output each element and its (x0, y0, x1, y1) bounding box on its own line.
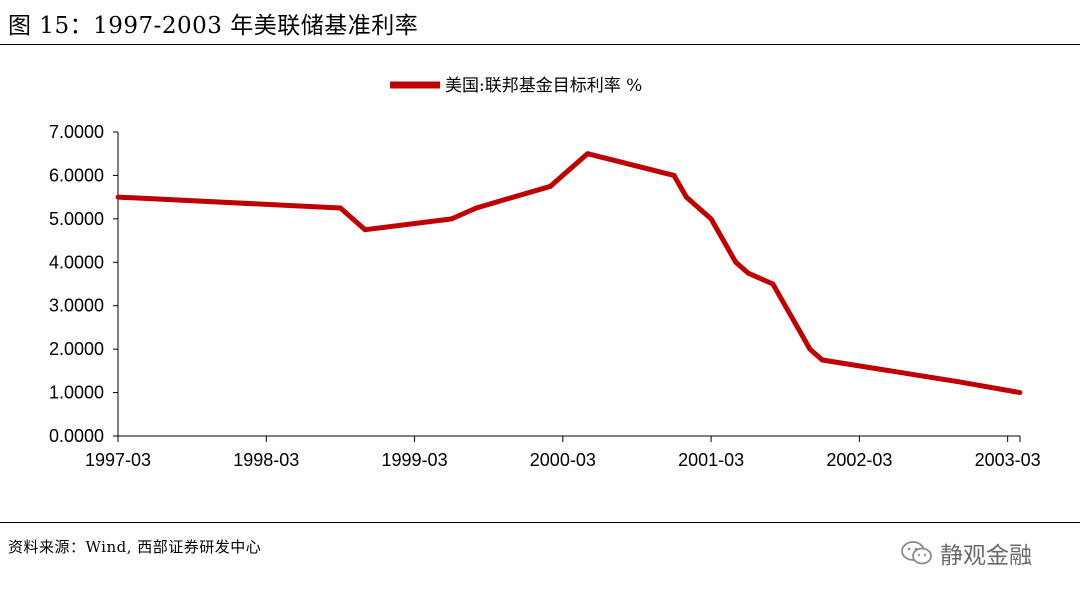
legend: 美国:联邦基金目标利率 % (390, 76, 642, 96)
data-point (684, 194, 689, 200)
x-tick-label: 2003-03 (975, 450, 1041, 470)
data-point (955, 379, 961, 385)
y-tick-label: 7.0000 (49, 122, 104, 142)
top-divider (0, 44, 1080, 45)
data-point (548, 183, 553, 189)
x-tick-label: 1998-03 (233, 450, 299, 470)
y-tick-label: 4.0000 (49, 252, 104, 272)
data-point (449, 216, 454, 222)
bottom-divider (0, 522, 1080, 523)
data-point (795, 325, 800, 330)
x-tick-label: 2001-03 (678, 450, 744, 470)
y-tick-label: 3.0000 (49, 296, 104, 316)
y-tick-label: 1.0000 (49, 383, 104, 403)
data-point (1017, 390, 1023, 395)
x-tick-label: 1999-03 (382, 450, 448, 470)
data-point (807, 346, 813, 352)
data-point (115, 194, 121, 200)
data-point (733, 259, 739, 265)
data-point (819, 357, 825, 363)
data-point (745, 270, 751, 276)
y-tick-label: 6.0000 (49, 165, 104, 185)
figure-title: 图 15：1997-2003 年美联储基准利率 (8, 13, 419, 39)
x-tick-label: 2000-03 (530, 450, 596, 470)
data-point (782, 303, 788, 309)
data-point (338, 205, 343, 211)
plot-area (115, 151, 1023, 396)
data-point (511, 194, 516, 200)
data-point (362, 227, 368, 233)
data-point (350, 216, 356, 222)
data-point (770, 281, 776, 287)
y-tick-label: 5.0000 (49, 209, 104, 229)
source-note: 资料来源：Wind, 西部证券研发中心 (8, 538, 262, 556)
data-point (671, 173, 677, 178)
data-point (721, 238, 726, 244)
data-point (585, 151, 590, 157)
x-tick-label: 2002-03 (826, 450, 892, 470)
series-line (117, 151, 1021, 396)
line-chart: 美国:联邦基金目标利率 % 0.0000 1.0000 2.0000 3.0000 4.… (49, 76, 1041, 470)
x-tick-label: 1997-03 (85, 450, 151, 470)
watermark: 静观金融 (900, 536, 1032, 570)
y-tick-label: 0.0000 (49, 426, 104, 446)
data-point (560, 173, 566, 178)
data-point (473, 205, 479, 211)
x-axis: 1997-03 1998-03 1999-03 2000-03 2001-03 2002-… (85, 435, 1041, 470)
y-tick-label: 2.0000 (49, 339, 104, 359)
watermark-text: 静观金融 (940, 543, 1032, 569)
data-point (708, 216, 714, 222)
chat-bubble-icon (901, 541, 932, 565)
y-axis: 0.0000 1.0000 2.0000 3.0000 4.0000 5.0000 6.00… (49, 122, 119, 446)
legend-label: 美国:联邦基金目标利率 % (445, 76, 642, 96)
